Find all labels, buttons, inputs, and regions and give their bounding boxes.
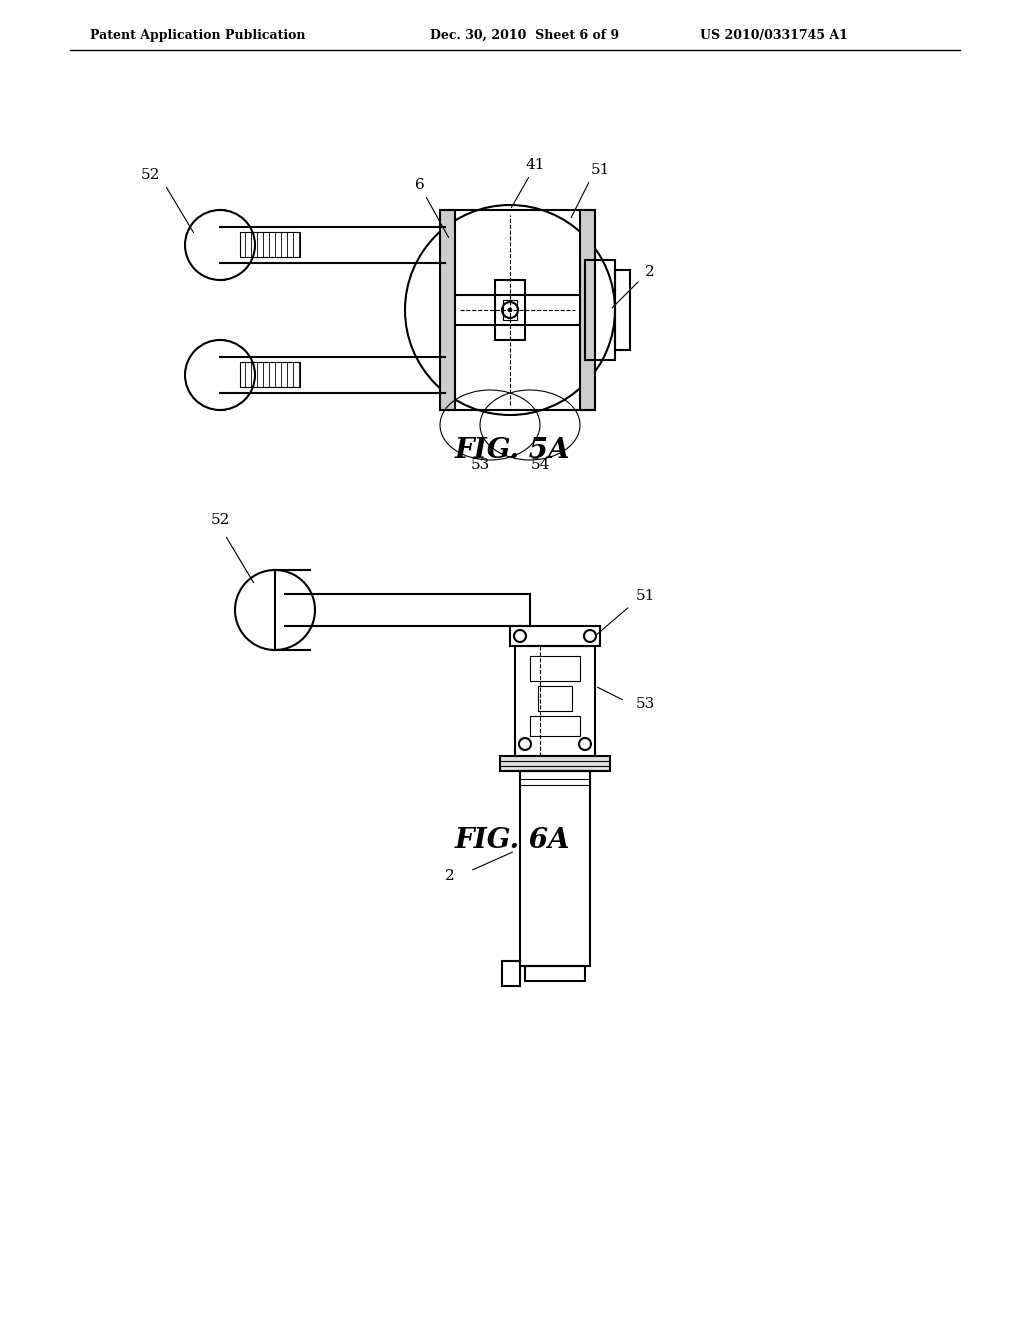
- Bar: [585, 260, 615, 360]
- Text: 52: 52: [140, 168, 160, 182]
- Bar: [240, 232, 300, 257]
- Text: Dec. 30, 2010  Sheet 6 of 9: Dec. 30, 2010 Sheet 6 of 9: [430, 29, 620, 41]
- Bar: [580, 210, 595, 411]
- Bar: [615, 271, 630, 350]
- Text: 2: 2: [645, 265, 655, 279]
- Bar: [530, 715, 580, 737]
- Bar: [510, 626, 600, 645]
- Text: 6: 6: [415, 178, 425, 191]
- Text: 53: 53: [635, 697, 654, 711]
- Bar: [445, 210, 590, 294]
- Bar: [515, 645, 595, 756]
- Bar: [520, 771, 590, 966]
- Text: 52: 52: [210, 513, 229, 527]
- Bar: [240, 362, 300, 387]
- Text: 41: 41: [525, 158, 545, 172]
- Bar: [500, 756, 610, 771]
- Bar: [525, 966, 585, 981]
- Text: 2: 2: [445, 869, 455, 883]
- Text: 53: 53: [470, 458, 489, 473]
- Bar: [440, 210, 455, 411]
- Text: Patent Application Publication: Patent Application Publication: [90, 29, 305, 41]
- Text: FIG. 5A: FIG. 5A: [455, 437, 569, 463]
- Bar: [503, 300, 517, 319]
- Circle shape: [508, 308, 512, 312]
- Bar: [538, 686, 572, 711]
- Text: US 2010/0331745 A1: US 2010/0331745 A1: [700, 29, 848, 41]
- Text: 54: 54: [530, 458, 550, 473]
- Text: 51: 51: [590, 162, 609, 177]
- Text: FIG. 6A: FIG. 6A: [455, 826, 569, 854]
- Bar: [445, 325, 590, 411]
- Bar: [495, 280, 525, 341]
- Bar: [530, 656, 580, 681]
- Text: 51: 51: [635, 589, 654, 603]
- Bar: [502, 961, 520, 986]
